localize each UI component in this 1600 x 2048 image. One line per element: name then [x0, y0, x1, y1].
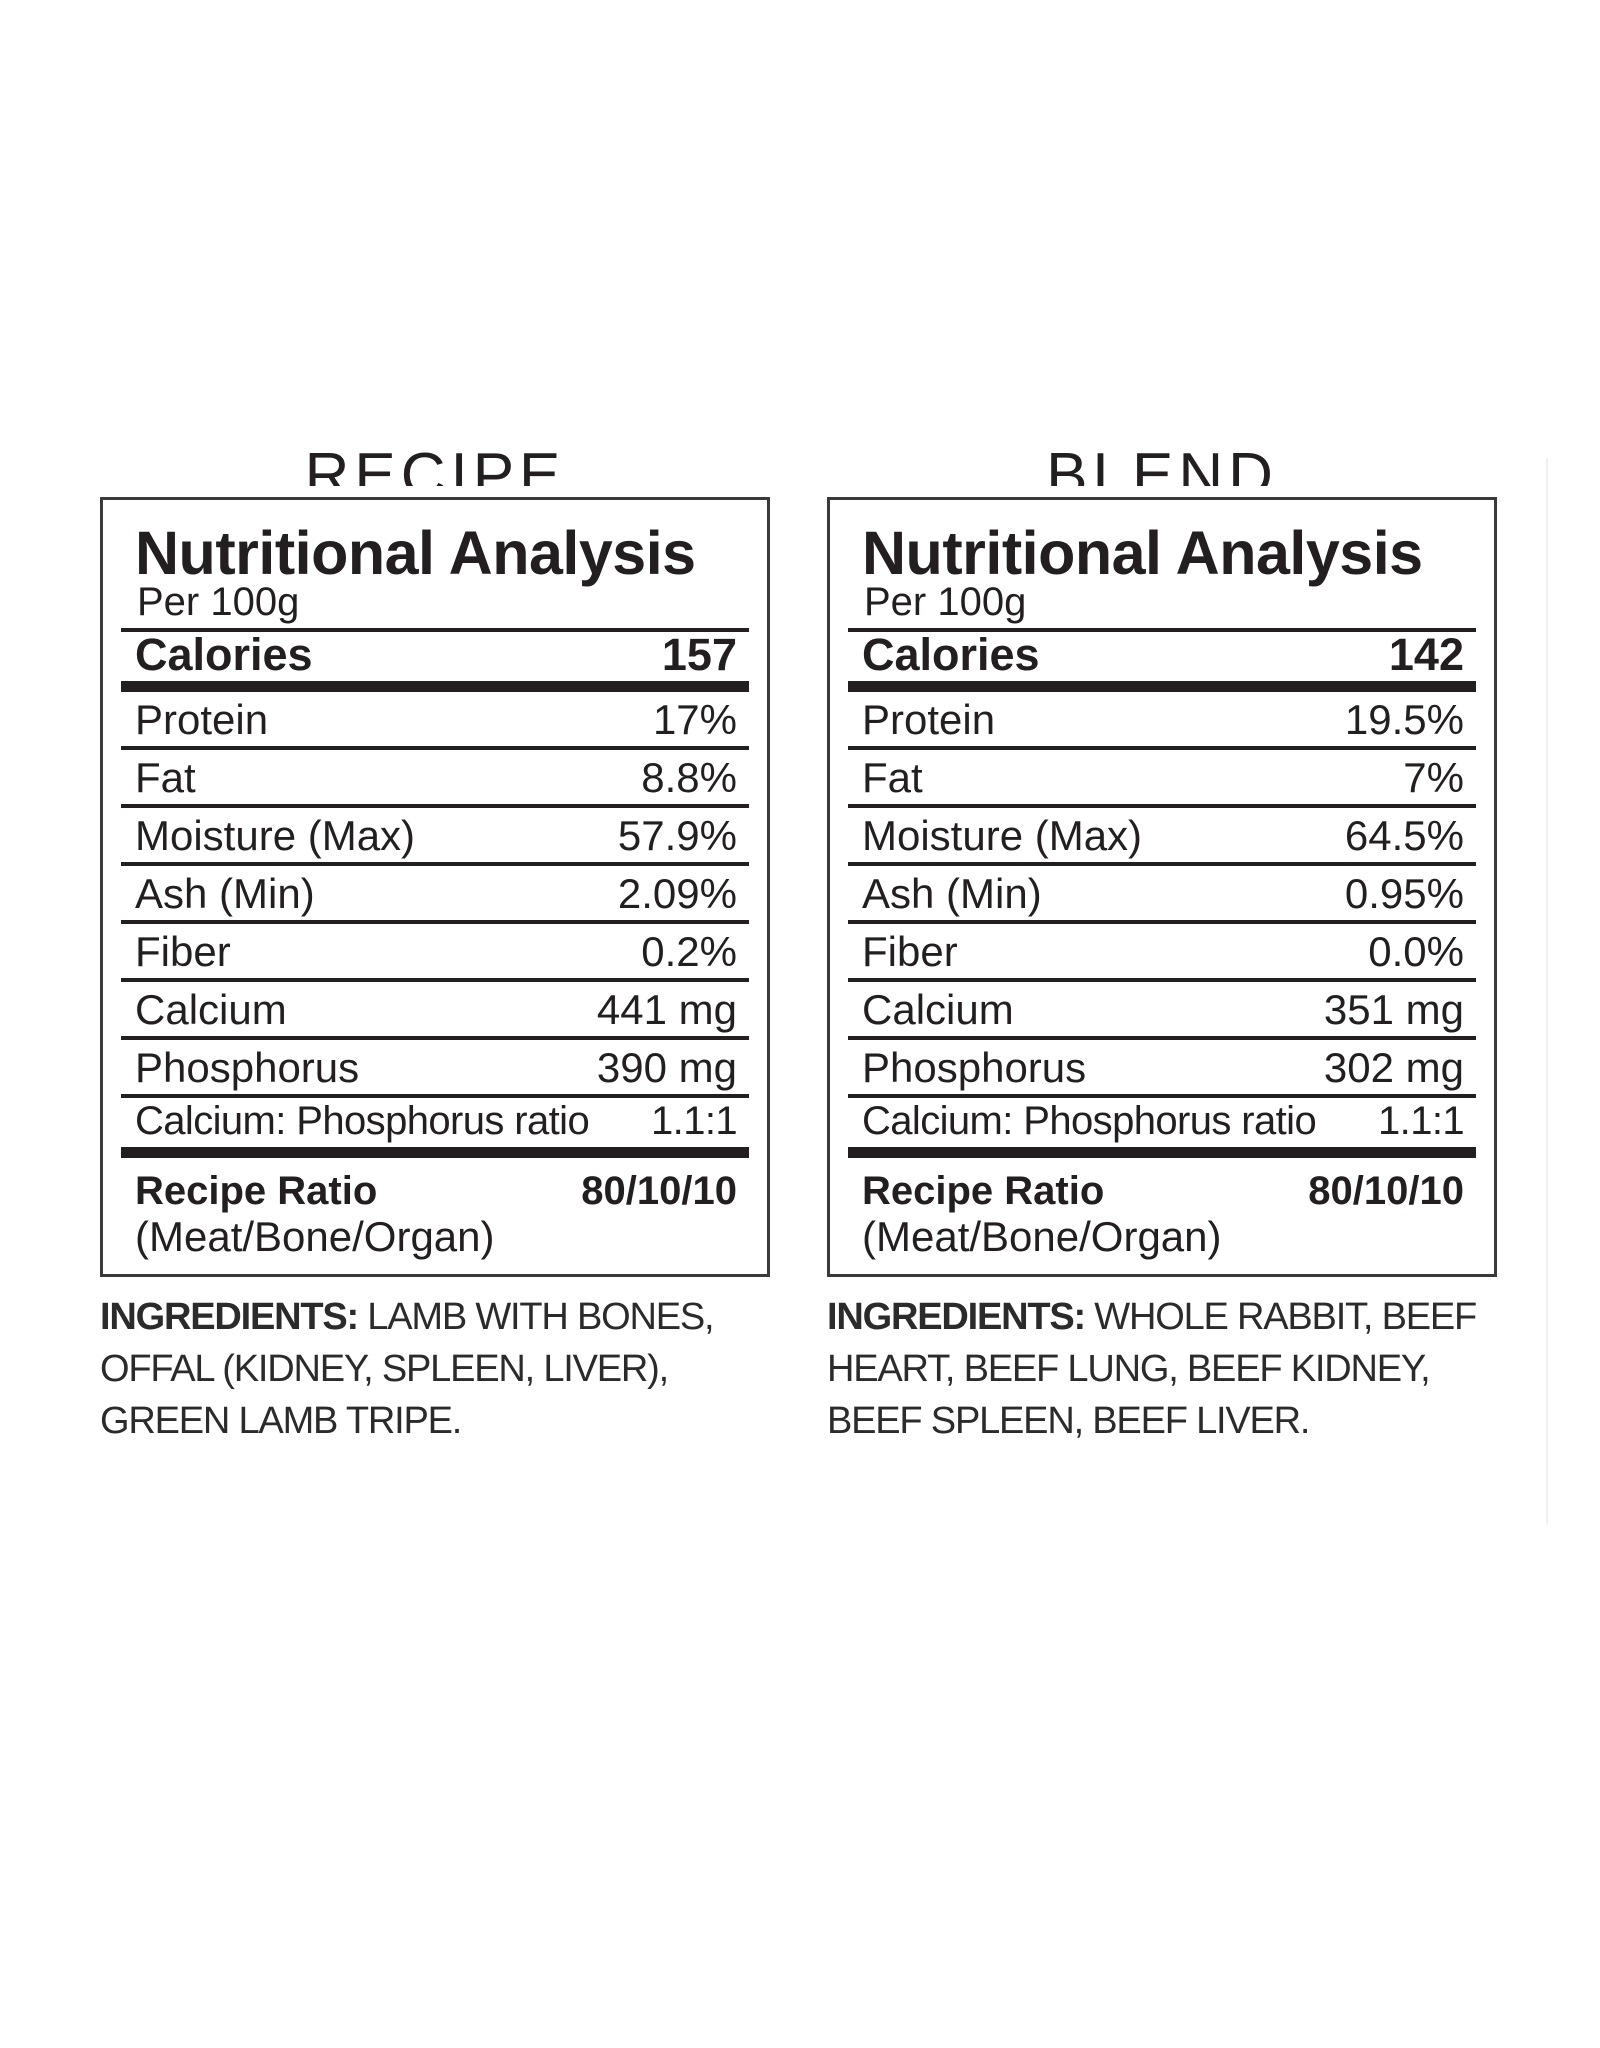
nutrient-value: 390 mg — [596, 1044, 737, 1091]
nutrient-value: 17% — [652, 696, 737, 743]
ca-p-ratio-value: 1.1:1 — [651, 1099, 738, 1143]
nutrient-label: Moisture (Max) — [862, 812, 1143, 859]
nutrient-label: Moisture (Max) — [135, 812, 416, 859]
nutrient-row-moisture: Moisture (Max) 64.5% — [848, 808, 1476, 866]
nutrient-row-fiber: Fiber 0.0% — [848, 924, 1476, 982]
nutrition-label: Nutritional Analysis Per 100g Calories 1… — [827, 497, 1497, 1277]
recipe-heading: RECIPE — [304, 441, 566, 486]
nutrient-value: 441 mg — [596, 986, 737, 1033]
nutrient-value: 0.0% — [1368, 928, 1464, 975]
nutrient-row-fat: Fat 8.8% — [121, 750, 749, 808]
recipe-ratio-sub: (Meat/Bone/Organ) — [135, 1213, 495, 1260]
calories-label: Calories — [862, 629, 1040, 680]
nutrient-row-ash: Ash (Min) 0.95% — [848, 866, 1476, 924]
nutrient-value: 19.5% — [1344, 696, 1464, 743]
nutrient-value: 0.2% — [641, 928, 737, 975]
recipe-ratio-label: Recipe Ratio — [135, 1169, 378, 1213]
ca-p-ratio-row: Calcium: Phosphorus ratio 1.1:1 — [121, 1098, 749, 1158]
nutrition-label: Nutritional Analysis Per 100g Calories 1… — [100, 497, 770, 1277]
ingredients-list: WHOLE RABBIT, BEEF HEART, BEEF LUNG, BEE… — [827, 1296, 1477, 1442]
ingredients-list: LAMB WITH BONES, OFFAL (KIDNEY, SPLEEN, … — [100, 1296, 715, 1442]
nutrient-label: Phosphorus — [862, 1044, 1087, 1091]
nutrient-value: 7% — [1403, 754, 1464, 801]
nutrient-label: Fiber — [135, 928, 231, 975]
ingredients-text: INGREDIENTS: WHOLE RABBIT, BEEF HEART, B… — [827, 1291, 1497, 1447]
nutrient-value: 351 mg — [1323, 986, 1464, 1033]
calories-row: Calories 142 — [848, 629, 1476, 692]
calories-label: Calories — [135, 629, 313, 680]
calories-value: 157 — [661, 629, 737, 680]
divider — [848, 628, 1476, 632]
calories-value: 142 — [1388, 629, 1464, 680]
ca-p-ratio-label: Calcium: Phosphorus ratio — [135, 1099, 590, 1143]
nutrient-label: Fat — [135, 754, 196, 801]
nutrition-panel-blend: Nutritional Analysis Per 100g Calories 1… — [827, 497, 1497, 1447]
ca-p-ratio-value: 1.1:1 — [1378, 1099, 1465, 1143]
recipe-ratio-value: 80/10/10 — [1308, 1169, 1464, 1213]
nutrition-title: Nutritional Analysis — [135, 519, 696, 587]
recipe-ratio-block: Recipe Ratio 80/10/10 (Meat/Bone/Organ) — [848, 1158, 1476, 1266]
nutrient-value: 0.95% — [1344, 870, 1464, 917]
nutrient-row-fiber: Fiber 0.2% — [121, 924, 749, 982]
divider — [121, 628, 749, 632]
ca-p-ratio-row: Calcium: Phosphorus ratio 1.1:1 — [848, 1098, 1476, 1158]
serving-size: Per 100g — [137, 580, 300, 624]
ingredients-text: INGREDIENTS: LAMB WITH BONES, OFFAL (KID… — [100, 1291, 770, 1447]
ingredients-heading: INGREDIENTS: — [100, 1296, 359, 1338]
nutrient-value: 64.5% — [1344, 812, 1464, 859]
recipe-ratio-value: 80/10/10 — [581, 1169, 737, 1213]
nutrient-row-fat: Fat 7% — [848, 750, 1476, 808]
nutrient-row-calcium: Calcium 441 mg — [121, 982, 749, 1040]
recipe-ratio-label: Recipe Ratio — [862, 1169, 1105, 1213]
ingredients-heading: INGREDIENTS: — [827, 1296, 1086, 1338]
calories-row: Calories 157 — [121, 629, 749, 692]
nutrient-label: Ash (Min) — [135, 870, 315, 917]
nutrient-value: 8.8% — [641, 754, 737, 801]
nutrient-label: Phosphorus — [135, 1044, 360, 1091]
nutrient-row-phosphorus: Phosphorus 302 mg — [848, 1040, 1476, 1098]
nutrient-label: Ash (Min) — [862, 870, 1042, 917]
edge-divider — [1546, 458, 1548, 1524]
nutrition-title: Nutritional Analysis — [862, 519, 1423, 587]
nutrient-row-calcium: Calcium 351 mg — [848, 982, 1476, 1040]
nutrient-value: 57.9% — [617, 812, 737, 859]
nutrition-panel-recipe: Nutritional Analysis Per 100g Calories 1… — [100, 497, 770, 1447]
blend-heading: BLEND — [1046, 441, 1278, 486]
nutrient-row-protein: Protein 19.5% — [848, 692, 1476, 750]
nutrient-label: Fiber — [862, 928, 958, 975]
nutrient-label: Calcium — [135, 986, 287, 1033]
nutrient-value: 302 mg — [1323, 1044, 1464, 1091]
nutrient-label: Fat — [862, 754, 923, 801]
nutrient-row-protein: Protein 17% — [121, 692, 749, 750]
serving-size: Per 100g — [864, 580, 1027, 624]
recipe-ratio-block: Recipe Ratio 80/10/10 (Meat/Bone/Organ) — [121, 1158, 749, 1266]
nutrient-label: Calcium — [862, 986, 1014, 1033]
nutrient-label: Protein — [135, 696, 269, 743]
ca-p-ratio-label: Calcium: Phosphorus ratio — [862, 1099, 1317, 1143]
nutrient-row-ash: Ash (Min) 2.09% — [121, 866, 749, 924]
nutrient-row-phosphorus: Phosphorus 390 mg — [121, 1040, 749, 1098]
nutrient-value: 2.09% — [617, 870, 737, 917]
nutrient-label: Protein — [862, 696, 996, 743]
nutrient-row-moisture: Moisture (Max) 57.9% — [121, 808, 749, 866]
recipe-ratio-sub: (Meat/Bone/Organ) — [862, 1213, 1222, 1260]
